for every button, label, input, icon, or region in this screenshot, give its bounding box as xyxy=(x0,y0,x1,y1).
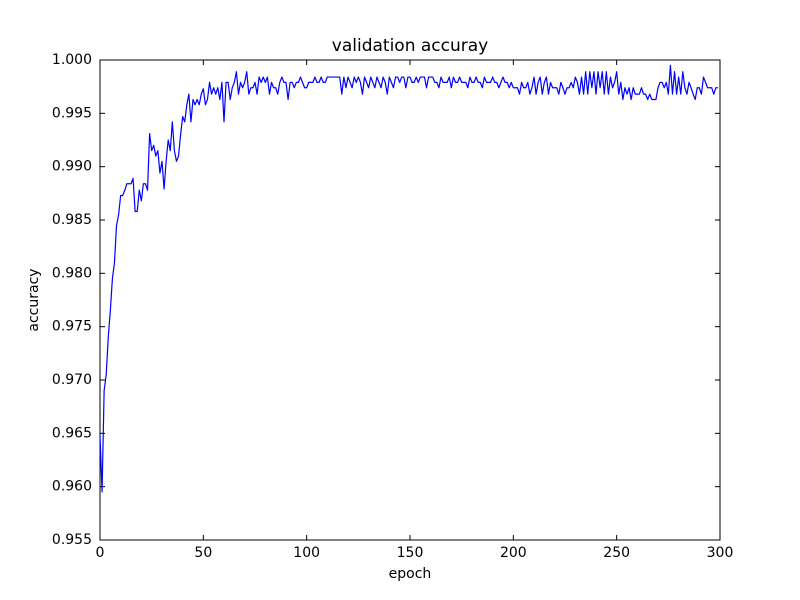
y-tick-label: 0.985 xyxy=(52,212,92,228)
x-tick-label: 150 xyxy=(397,545,424,561)
x-tick-label: 100 xyxy=(293,545,320,561)
y-tick-label: 0.975 xyxy=(52,319,92,335)
x-axis-label: epoch xyxy=(389,566,432,582)
y-tick-label: 0.990 xyxy=(52,159,92,175)
y-tick-label: 0.965 xyxy=(52,425,92,441)
data-line xyxy=(99,64,718,493)
y-axis-label: accuracy xyxy=(26,268,42,331)
y-tick-label: 0.995 xyxy=(52,105,92,121)
x-tick-label: 300 xyxy=(707,545,734,561)
y-tick-label: 0.960 xyxy=(52,479,92,495)
x-tick-label: 0 xyxy=(96,545,105,561)
y-tick-label: 0.970 xyxy=(52,372,92,388)
y-tick-label: 1.000 xyxy=(52,52,92,68)
x-tick-label: 50 xyxy=(194,545,212,561)
chart-title: validation accuray xyxy=(332,36,488,56)
y-tick-label: 0.955 xyxy=(52,532,92,548)
y-tick-label: 0.980 xyxy=(52,265,92,281)
x-tick-label: 250 xyxy=(603,545,630,561)
x-tick-label: 200 xyxy=(500,545,527,561)
